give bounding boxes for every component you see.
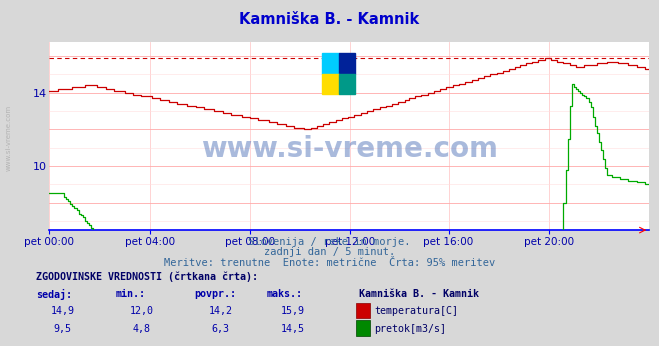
Text: 6,3: 6,3: [212, 324, 230, 334]
Text: maks.:: maks.:: [267, 289, 303, 299]
Text: 12,0: 12,0: [130, 306, 154, 316]
Text: Meritve: trenutne  Enote: metrične  Črta: 95% meritev: Meritve: trenutne Enote: metrične Črta: …: [164, 258, 495, 268]
Text: 14,2: 14,2: [209, 306, 233, 316]
Text: www.si-vreme.com: www.si-vreme.com: [201, 135, 498, 163]
Text: ZGODOVINSKE VREDNOSTI (črtkana črta):: ZGODOVINSKE VREDNOSTI (črtkana črta):: [36, 272, 258, 282]
Text: povpr.:: povpr.:: [194, 289, 237, 299]
Text: sedaj:: sedaj:: [36, 289, 72, 300]
Text: 9,5: 9,5: [53, 324, 72, 334]
Text: Kamniška B. - Kamnik: Kamniška B. - Kamnik: [359, 289, 479, 299]
Bar: [322, 53, 339, 74]
Bar: [339, 53, 355, 74]
Text: 4,8: 4,8: [132, 324, 151, 334]
Text: Kamniška B. - Kamnik: Kamniška B. - Kamnik: [239, 12, 420, 27]
Text: 14,9: 14,9: [51, 306, 74, 316]
Text: 14,5: 14,5: [281, 324, 305, 334]
Text: www.si-vreme.com: www.si-vreme.com: [5, 105, 11, 172]
Text: Slovenija / reke in morje.: Slovenija / reke in morje.: [248, 237, 411, 247]
Text: temperatura[C]: temperatura[C]: [374, 306, 458, 316]
Bar: [339, 74, 355, 94]
Bar: [322, 74, 339, 94]
Text: zadnji dan / 5 minut.: zadnji dan / 5 minut.: [264, 247, 395, 257]
Text: min.:: min.:: [115, 289, 146, 299]
Text: pretok[m3/s]: pretok[m3/s]: [374, 324, 446, 334]
Text: 15,9: 15,9: [281, 306, 305, 316]
